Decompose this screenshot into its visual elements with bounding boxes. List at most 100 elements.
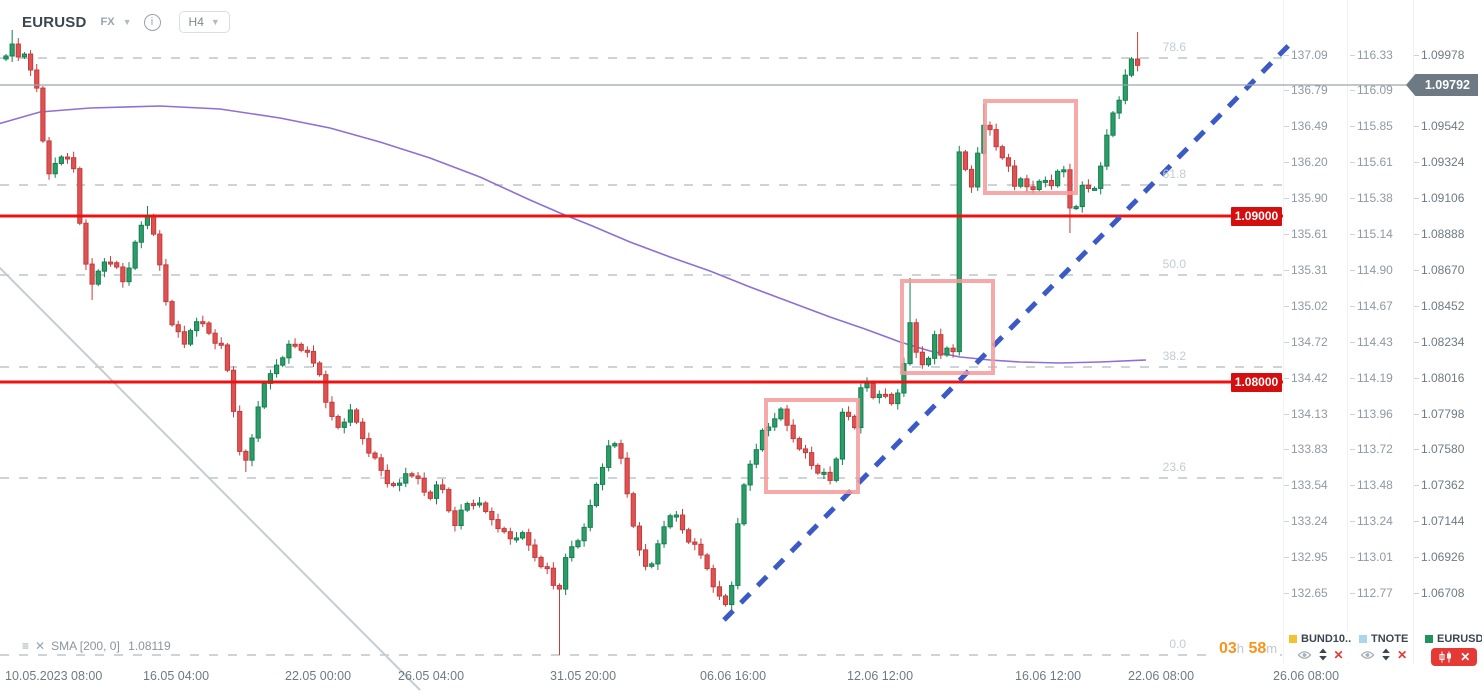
candle xyxy=(1091,187,1098,191)
price-tick-tnote: 113.72 xyxy=(1357,442,1393,457)
candle xyxy=(107,261,114,265)
candle xyxy=(120,266,126,283)
candle xyxy=(317,362,323,376)
candle xyxy=(298,343,304,351)
candle xyxy=(46,140,52,175)
candle xyxy=(1116,99,1122,114)
axis-tick-mark xyxy=(1350,557,1355,559)
axis-tick-mark xyxy=(1414,126,1419,128)
price-tick-tnote: 116.09 xyxy=(1357,83,1393,98)
candle xyxy=(433,484,440,499)
time-tick: 06.06 16:00 xyxy=(700,669,767,683)
candle xyxy=(698,543,704,556)
watchlist-item-bund10[interactable]: BUND10.. ✕ xyxy=(1286,631,1355,663)
candle xyxy=(556,584,563,590)
candle xyxy=(286,343,292,359)
candle xyxy=(360,421,366,440)
remove-icon[interactable]: ✕ xyxy=(1397,647,1408,662)
active-instrument-button[interactable]: ✕ xyxy=(1431,648,1478,666)
candle xyxy=(741,484,747,525)
time-tick: 26.05 04:00 xyxy=(398,669,465,683)
axis-tick-mark xyxy=(1284,449,1289,451)
price-tick-eurusd: 1.08670 xyxy=(1421,262,1465,277)
fib-level-label: 50.0 xyxy=(1162,257,1186,271)
watchlist-item-eurusd[interactable]: EURUSD ✕ xyxy=(1422,631,1482,668)
axis-tick-mark xyxy=(1284,126,1289,128)
sma-value: 1.08119 xyxy=(128,639,171,653)
time-tick: 22.06 08:00 xyxy=(1128,669,1195,683)
close-icon[interactable]: ✕ xyxy=(1460,650,1471,664)
axis-tick-mark xyxy=(1284,557,1289,559)
eye-icon[interactable] xyxy=(1297,650,1312,660)
price-tick-bund10: 132.65 xyxy=(1291,586,1328,600)
candle xyxy=(421,477,427,493)
chevron-down-icon[interactable]: ▼ xyxy=(122,17,132,27)
layers-icon[interactable]: ≡ xyxy=(22,639,30,653)
axis-tick-mark xyxy=(1414,557,1419,559)
candle xyxy=(532,544,538,558)
axis-tick-mark xyxy=(1414,521,1419,523)
candle xyxy=(649,563,655,567)
candle xyxy=(661,526,667,545)
candle xyxy=(501,528,507,533)
price-tick-bund10: 133.83 xyxy=(1291,442,1328,457)
time-tick: 16.05 04:00 xyxy=(143,669,210,683)
axis-tick-mark xyxy=(1350,269,1355,271)
candle xyxy=(1098,165,1104,189)
watchlist-item-tnote[interactable]: TNOTE ✕ xyxy=(1356,631,1412,663)
candle xyxy=(274,364,280,375)
candle xyxy=(753,449,759,465)
candle xyxy=(612,443,618,447)
bar-countdown: 03h 58m xyxy=(1216,640,1281,658)
chevron-down-icon: ▼ xyxy=(210,17,220,27)
axis-tick-mark xyxy=(1350,521,1355,523)
candle xyxy=(796,438,802,450)
sma-legend: ≡ ✕ SMA [200, 0] 1.08119 xyxy=(18,639,175,653)
ascending-trendline xyxy=(722,42,1292,622)
candle xyxy=(907,322,913,365)
candle xyxy=(889,393,895,405)
remove-icon[interactable]: ✕ xyxy=(1333,647,1344,662)
candle xyxy=(34,69,40,89)
axis-tick-mark xyxy=(1414,413,1419,415)
candle xyxy=(347,409,353,423)
price-tick-eurusd: 1.07144 xyxy=(1421,514,1465,529)
axis-tick-mark xyxy=(1350,377,1355,379)
candle xyxy=(643,549,649,567)
candle xyxy=(1135,58,1141,66)
axis-tick-mark xyxy=(1350,54,1355,56)
level-price-tag[interactable]: 1.08000 xyxy=(1231,373,1282,392)
candle xyxy=(28,53,34,71)
candle xyxy=(870,382,876,399)
countdown-hours: 03 xyxy=(1219,640,1237,657)
candle xyxy=(310,350,317,364)
axis-tick-mark xyxy=(1414,449,1419,451)
price-tick-bund10: 136.49 xyxy=(1291,119,1328,134)
sort-arrows-icon[interactable] xyxy=(1318,648,1328,661)
candle xyxy=(218,342,224,346)
price-tick-eurusd: 1.08452 xyxy=(1421,298,1465,313)
candle xyxy=(403,473,409,484)
price-tick-eurusd: 1.07362 xyxy=(1421,478,1465,493)
price-tick-bund10: 134.13 xyxy=(1291,406,1328,421)
axis-tick-mark xyxy=(1284,234,1289,235)
candle xyxy=(802,448,809,454)
axis-tick-mark xyxy=(1414,593,1419,594)
candle xyxy=(673,514,679,518)
close-icon[interactable]: ✕ xyxy=(35,639,46,653)
axis-tick-mark xyxy=(1284,413,1289,415)
info-icon[interactable]: i xyxy=(143,13,161,31)
price-tick-tnote: 113.01 xyxy=(1357,550,1393,565)
candle xyxy=(372,452,378,459)
sort-arrows-icon[interactable] xyxy=(1381,648,1391,661)
axis-tick-mark xyxy=(1350,341,1355,343)
market-badge[interactable]: FX xyxy=(100,16,115,28)
eye-icon[interactable] xyxy=(1360,650,1375,660)
candle xyxy=(409,473,415,477)
timeframe-dropdown[interactable]: H4 ▼ xyxy=(178,11,230,33)
gray-trendline xyxy=(0,266,421,691)
price-tick-eurusd: 1.09978 xyxy=(1421,47,1465,62)
level-price-tag[interactable]: 1.09000 xyxy=(1231,207,1282,226)
axis-tick-mark xyxy=(1284,593,1289,594)
